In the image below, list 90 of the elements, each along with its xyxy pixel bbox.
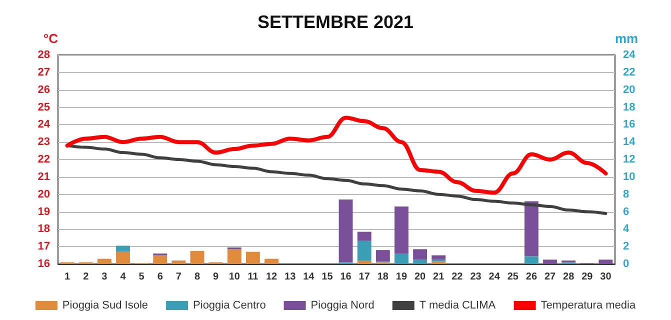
y2-tick-label: 20 (623, 84, 636, 96)
line-series (65, 116, 608, 195)
y2-tick-label: 2 (623, 240, 630, 253)
y2-tick-label: 16 (623, 118, 636, 131)
bar (116, 246, 130, 252)
bar (190, 250, 204, 264)
y-axis-title: °C (43, 31, 59, 46)
y2-axis-title: mm (615, 31, 638, 46)
x-tick-label: 11 (248, 272, 259, 282)
x-tick-label: 10 (228, 272, 240, 282)
y2-tick-label: 14 (623, 136, 636, 148)
bar (246, 252, 260, 264)
y-tick-label: 16 (38, 258, 50, 270)
x-tick-label: 9 (213, 272, 220, 282)
y2-tick-label: 10 (623, 170, 636, 183)
bar (394, 206, 408, 254)
x-tick-label: 6 (157, 272, 164, 282)
legend-label: Temperatura media (540, 300, 636, 312)
y2-tick-label: 22 (623, 66, 636, 78)
x-tick-label: 15 (322, 272, 334, 282)
x-tick-label: 23 (470, 272, 482, 282)
bar (264, 258, 278, 264)
chart-title: SETTEMBRE 2021 (257, 12, 414, 32)
bar (394, 254, 408, 264)
bar (432, 261, 446, 264)
y-tick-label: 25 (38, 101, 50, 114)
x-tick-label: 14 (303, 272, 315, 282)
x-tick-label: 19 (396, 272, 408, 282)
bar (413, 249, 428, 260)
bar (357, 260, 372, 264)
x-tick-label: 24 (488, 272, 500, 282)
y-tick-label: 24 (38, 118, 51, 131)
y-tick-label: 28 (38, 49, 50, 61)
bar (524, 256, 538, 264)
legend-label: Pioggia Sud Isole (62, 300, 148, 312)
bar (116, 252, 130, 264)
y-tick-label: 19 (38, 206, 50, 218)
bar (413, 260, 428, 264)
legend-label: T media CLIMA (419, 300, 496, 312)
y-tick-label: 20 (38, 188, 50, 200)
x-tick-label: 16 (340, 272, 352, 282)
x-tick-label: 27 (544, 272, 556, 282)
bar (97, 258, 112, 264)
x-tick-label: 20 (414, 272, 426, 282)
x-tick-label: 30 (600, 272, 612, 282)
legend-label: Pioggia Nord (310, 300, 374, 312)
x-tick-label: 5 (138, 272, 145, 282)
x-tick-label: 28 (563, 272, 575, 282)
x-tick-label: 21 (433, 272, 445, 282)
y-tick-label: 22 (38, 154, 50, 166)
x-tick-label: 4 (120, 272, 126, 282)
x-tick-label: 26 (526, 272, 538, 282)
y2-tick-label: 6 (623, 206, 630, 218)
x-tick-label: 25 (507, 272, 519, 282)
x-tick-label: 13 (284, 272, 296, 282)
legend-label: Pioggia Centro (193, 300, 266, 312)
bar (338, 200, 353, 262)
bar (153, 255, 168, 264)
y2-tick-label: 4 (623, 223, 630, 236)
bar (227, 249, 242, 264)
x-tick-label: 3 (102, 272, 108, 282)
y-tick-label: 26 (38, 84, 50, 96)
bar (524, 201, 538, 256)
x-tick-label: 2 (83, 272, 90, 282)
y-tick-label: 21 (38, 170, 50, 183)
bar (432, 255, 446, 260)
y2-tick-label: 24 (623, 49, 636, 61)
bar (376, 250, 390, 262)
x-tick-label: 8 (194, 272, 200, 282)
bar (543, 260, 557, 264)
x-tick-label: 7 (176, 272, 182, 282)
x-tick-label: 1 (64, 272, 70, 282)
x-tick-label: 12 (266, 272, 278, 282)
x-tick-label: 22 (452, 272, 464, 282)
y2-tick-label: 12 (623, 154, 636, 166)
y-tick-label: 27 (38, 66, 50, 78)
y2-tick-label: 18 (623, 101, 636, 114)
y2-tick-label: 8 (623, 188, 630, 200)
x-tick-label: 18 (377, 272, 389, 282)
x-tick-label: 29 (582, 272, 594, 282)
y-tick-label: 18 (38, 223, 50, 236)
y-tick-label: 23 (38, 136, 50, 148)
bar (172, 260, 186, 264)
y2-tick-label: 0 (623, 258, 630, 270)
bar (598, 260, 613, 264)
bar (357, 232, 372, 240)
x-tick-label: 17 (358, 272, 370, 282)
y-tick-label: 17 (38, 240, 50, 253)
line-series (66, 144, 608, 215)
bar (357, 240, 372, 261)
